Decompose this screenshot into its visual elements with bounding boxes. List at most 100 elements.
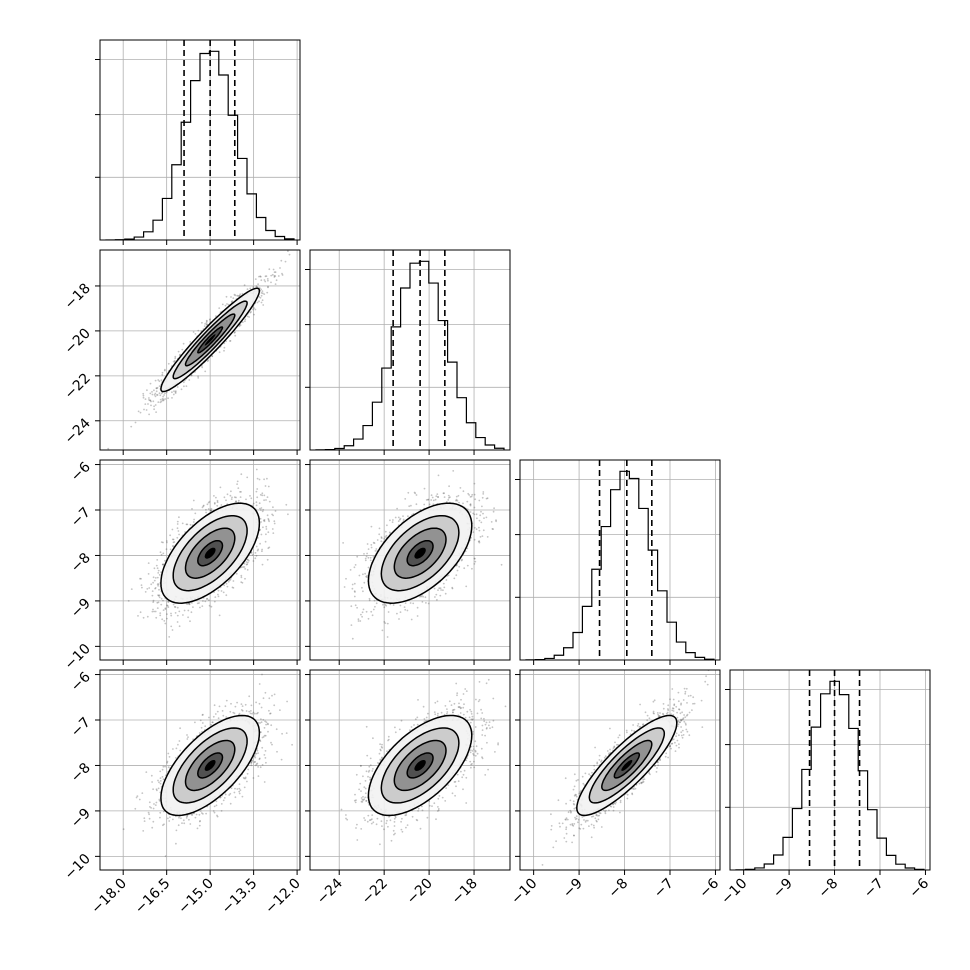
x-tick-label: −10: [718, 876, 750, 908]
scatter-point: [706, 683, 709, 686]
scatter-point: [152, 599, 155, 602]
scatter-point: [584, 821, 587, 823]
scatter-point: [659, 759, 661, 761]
scatter-point: [575, 794, 577, 796]
scatter-point: [578, 827, 581, 829]
scatter-point: [152, 788, 155, 791]
scatter-point: [575, 817, 578, 820]
scatter-point: [257, 711, 259, 714]
scatter-point: [447, 574, 450, 577]
scatter-point: [136, 795, 139, 797]
scatter-point: [215, 315, 217, 317]
scatter-point: [153, 408, 156, 411]
scatter-point: [494, 751, 496, 753]
scatter-point: [188, 379, 191, 381]
scatter-point: [231, 496, 233, 499]
scatter-point: [491, 528, 494, 530]
scatter-point: [152, 400, 155, 403]
scatter-point: [684, 722, 687, 725]
scatter-point: [223, 797, 226, 799]
scatter-point: [364, 819, 366, 822]
scatter-point: [423, 487, 426, 490]
scatter-point: [255, 285, 258, 288]
scatter-point: [486, 727, 488, 729]
scatter-point: [274, 510, 277, 512]
scatter-point: [139, 611, 142, 614]
scatter-point: [176, 536, 179, 539]
scatter-point: [287, 250, 289, 253]
scatter-point: [612, 747, 615, 749]
scatter-point: [260, 521, 262, 523]
grid: [310, 670, 510, 870]
scatter-point: [236, 788, 239, 790]
scatter-point: [463, 703, 465, 706]
scatter-point: [166, 761, 169, 764]
scatter-point: [478, 526, 480, 529]
scatter-point: [356, 839, 359, 841]
scatter-point: [178, 625, 181, 628]
scatter-point: [181, 348, 184, 351]
y-tick-label: −18: [62, 280, 94, 312]
scatter-point: [632, 787, 634, 790]
scatter-point: [434, 713, 437, 716]
scatter-point: [683, 714, 685, 716]
scatter-point: [394, 815, 397, 818]
scatter-point: [565, 828, 567, 831]
scatter-point: [233, 332, 236, 334]
scatter-point: [373, 599, 376, 602]
axes-frame: [309, 249, 511, 451]
scatter-point: [614, 741, 616, 744]
scatter-point: [462, 490, 465, 493]
scatter-point: [419, 827, 422, 830]
scatter-point: [239, 293, 242, 296]
scatter-point: [466, 508, 469, 511]
scatter-point: [142, 394, 145, 397]
scatter-point: [256, 301, 259, 304]
scatter-point: [383, 606, 386, 609]
scatter-point: [364, 559, 367, 562]
scatter-point: [165, 548, 168, 551]
scatter-point: [219, 796, 222, 799]
scatter-point: [187, 616, 190, 619]
scatter-point: [154, 587, 157, 590]
scatter-point: [421, 601, 424, 603]
scatter-point: [217, 717, 220, 720]
scatter-point: [673, 703, 676, 706]
scatter-point: [616, 743, 618, 746]
scatter-point: [267, 286, 269, 289]
scatter-point: [246, 315, 249, 318]
scatter-point: [250, 710, 252, 712]
scatter-point: [357, 618, 360, 621]
scatter-point: [565, 818, 567, 821]
scatter-point: [430, 494, 433, 497]
scatter-point: [470, 713, 473, 715]
scatter-point: [631, 793, 634, 796]
scatter-point: [376, 539, 379, 541]
scatter-point: [255, 701, 257, 704]
scatter-point: [366, 574, 369, 577]
scatter-point: [158, 392, 161, 395]
scatter-point: [470, 763, 472, 766]
scatter-point: [617, 744, 620, 746]
scatter-point: [171, 391, 173, 394]
scatter-point: [158, 380, 161, 383]
scatter-point: [625, 729, 628, 732]
scatter-point: [158, 594, 161, 597]
scatter-point: [488, 721, 491, 723]
scatter-point: [257, 548, 259, 551]
scatter-point: [159, 401, 162, 404]
scatter-point: [473, 766, 476, 769]
scatter-point: [211, 355, 214, 358]
scatter-point: [240, 574, 243, 577]
scatter-point: [241, 705, 244, 707]
scatter-point: [353, 799, 356, 802]
scatter-point: [368, 819, 371, 822]
scatter-point: [489, 727, 491, 730]
scatter-point: [247, 558, 249, 561]
scatter-point: [648, 717, 651, 720]
scatter-point: [379, 749, 382, 752]
scatter-point: [262, 718, 265, 721]
scatter-point: [182, 342, 185, 345]
scatter-point: [455, 495, 458, 498]
scatter-point: [569, 799, 572, 802]
